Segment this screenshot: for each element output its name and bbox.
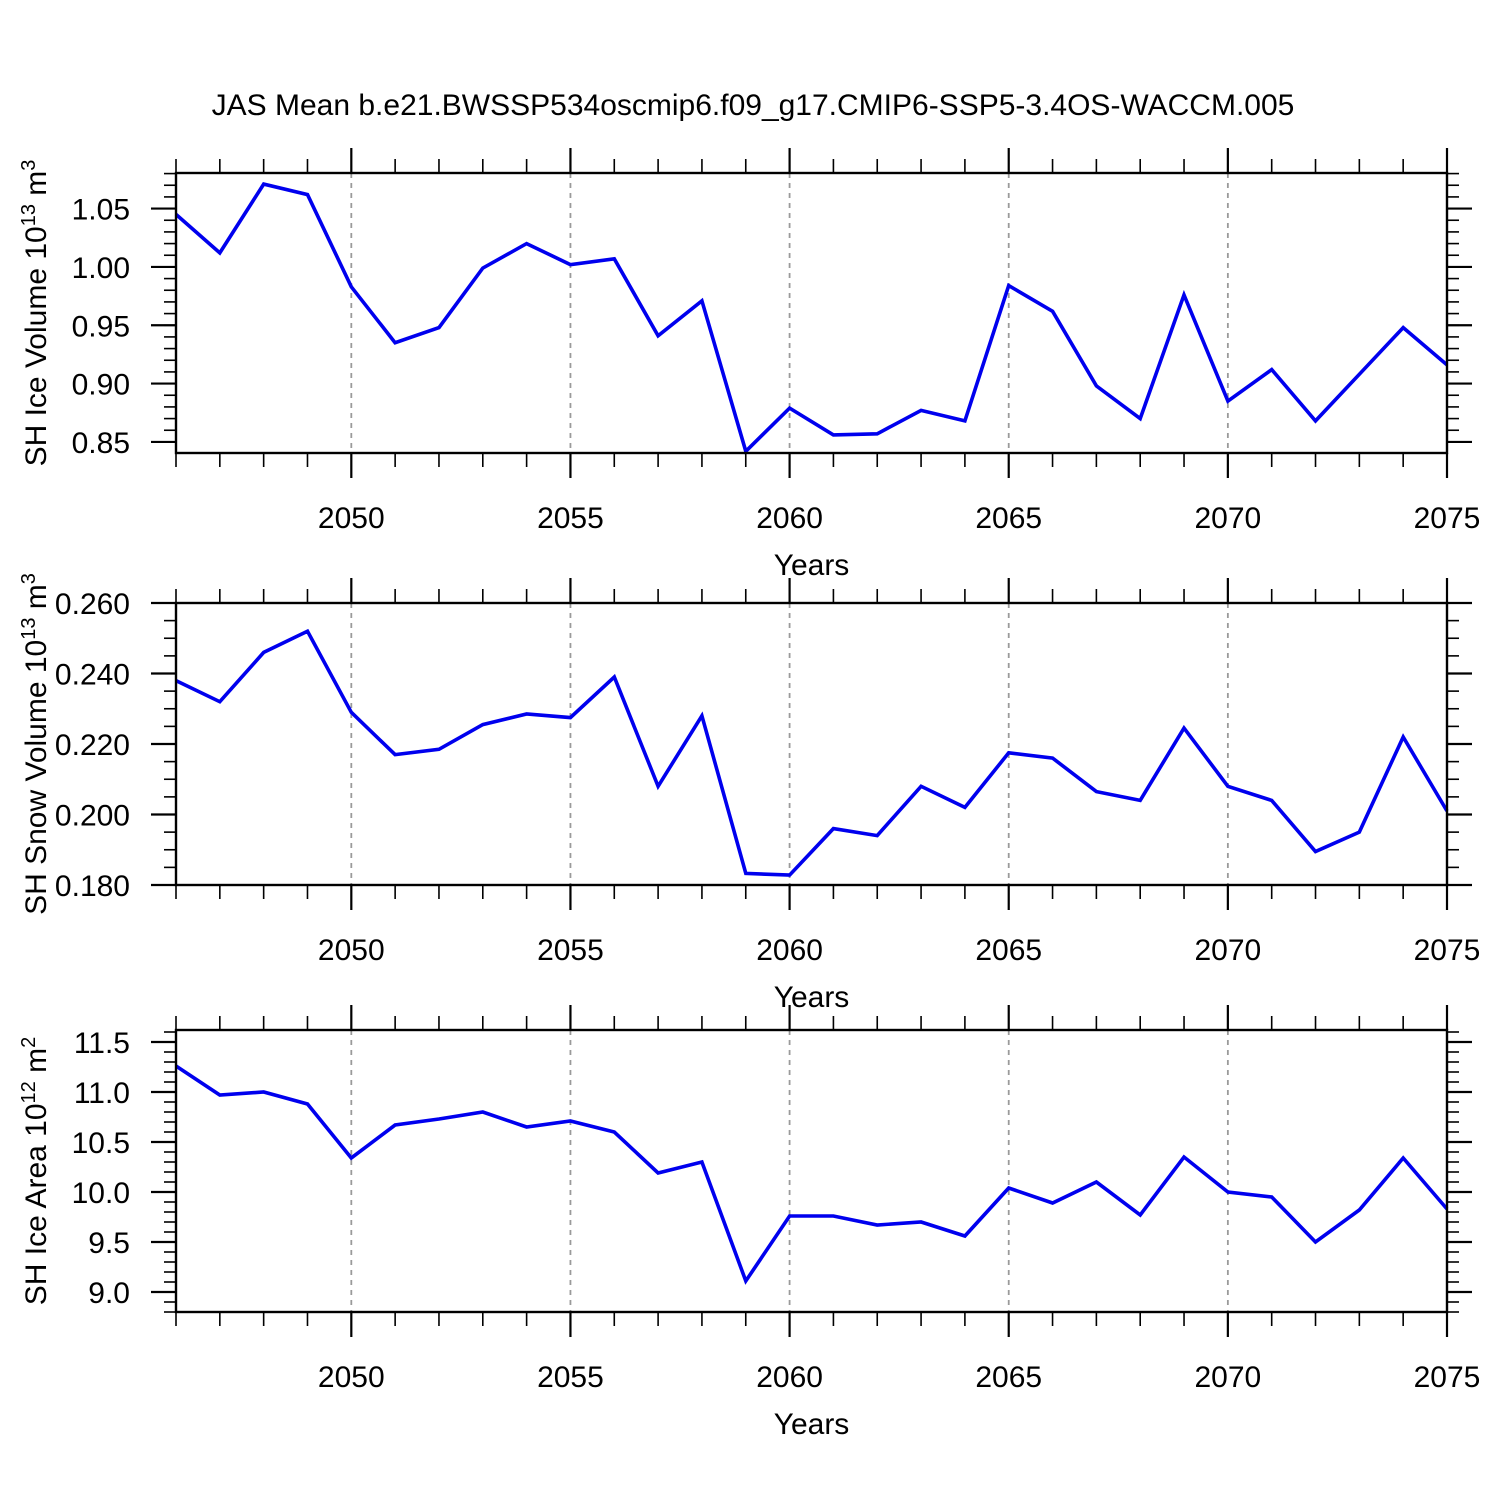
chart-sh-ice-volume: 0.85 0.90 0.95 1.00 1.05 2050 2055 2060 2065 2070… — [18, 148, 1480, 582]
x-tick-label: 2060 — [756, 1361, 823, 1394]
y-tick-label: 11.5 — [74, 1027, 130, 1060]
data-line-sh-ice-volume — [174, 182, 1449, 455]
plot-frame — [174, 601, 1449, 887]
x-tick-label: 2065 — [975, 1361, 1042, 1394]
chart-title: JAS Mean b.e21.BWSSP534oscmip6.f09_g17.C… — [212, 89, 1295, 122]
y-axis-title: SH Ice Volume 1013 m3 — [18, 160, 53, 467]
y-tick-label: 11.0 — [74, 1077, 130, 1110]
x-tick-label: 2060 — [756, 934, 823, 967]
x-tick-label: 2050 — [318, 502, 385, 535]
x-tick-label: 2070 — [1194, 1361, 1261, 1394]
y-tick-label: 0.240 — [55, 659, 130, 692]
y-tick-label: 0.180 — [55, 870, 130, 903]
chart-sh-snow-volume: 0.180 0.200 0.220 0.240 0.260 2050 2055 2060 206… — [18, 573, 1480, 1014]
x-tick-label: 2055 — [537, 502, 604, 535]
x-axis-label: Years — [774, 549, 850, 582]
y-axis-title: SH Snow Volume 1013 m3 — [18, 573, 53, 915]
x-tick-label: 2055 — [537, 1361, 604, 1394]
plot-frame — [174, 1028, 1449, 1314]
x-axis-label: Years — [774, 981, 850, 1014]
y-tick-label: 0.260 — [55, 588, 130, 621]
x-tick-label: 2075 — [1414, 934, 1481, 967]
x-tick-label: 2075 — [1414, 1361, 1481, 1394]
y-tick-label: 9.0 — [88, 1277, 130, 1310]
x-tick-label: 2050 — [318, 934, 385, 967]
x-tick-label: 2065 — [975, 934, 1042, 967]
x-axis-label: Years — [774, 1408, 850, 1441]
y-tick-label: 0.200 — [55, 800, 130, 833]
x-tick-label: 2060 — [756, 502, 823, 535]
data-line-sh-snow-volume — [175, 628, 1449, 877]
x-tick-label: 2075 — [1414, 502, 1481, 535]
data-line-sh-ice-area — [175, 1064, 1449, 1285]
y-tick-label: 10.0 — [72, 1177, 130, 1210]
chart-panels: 0.85 0.90 0.95 1.00 1.05 2050 2055 2060 2065 2070… — [18, 148, 1480, 1441]
x-tick-label: 2055 — [537, 934, 604, 967]
y-tick-label: 1.00 — [72, 252, 130, 285]
x-tick-label: 2050 — [318, 1361, 385, 1394]
x-tick-label: 2065 — [975, 502, 1042, 535]
y-tick-label: 9.5 — [88, 1227, 130, 1260]
y-tick-label: 10.5 — [72, 1127, 130, 1160]
x-tick-label: 2070 — [1194, 502, 1261, 535]
y-tick-label: 0.85 — [72, 427, 130, 460]
y-axis-title: SH Ice Area 1012 m2 — [18, 1037, 53, 1306]
y-tick-label: 0.90 — [72, 369, 130, 402]
plot-frame — [174, 171, 1449, 455]
chart-sh-ice-area: 9.0 9.5 10.0 10.5 11.0 11.5 2050 2055 2060 2065 20… — [18, 1005, 1480, 1441]
y-tick-label: 0.95 — [72, 310, 130, 343]
y-tick-label: 0.220 — [55, 729, 130, 762]
x-tick-label: 2070 — [1194, 934, 1261, 967]
y-tick-label: 1.05 — [72, 194, 130, 227]
